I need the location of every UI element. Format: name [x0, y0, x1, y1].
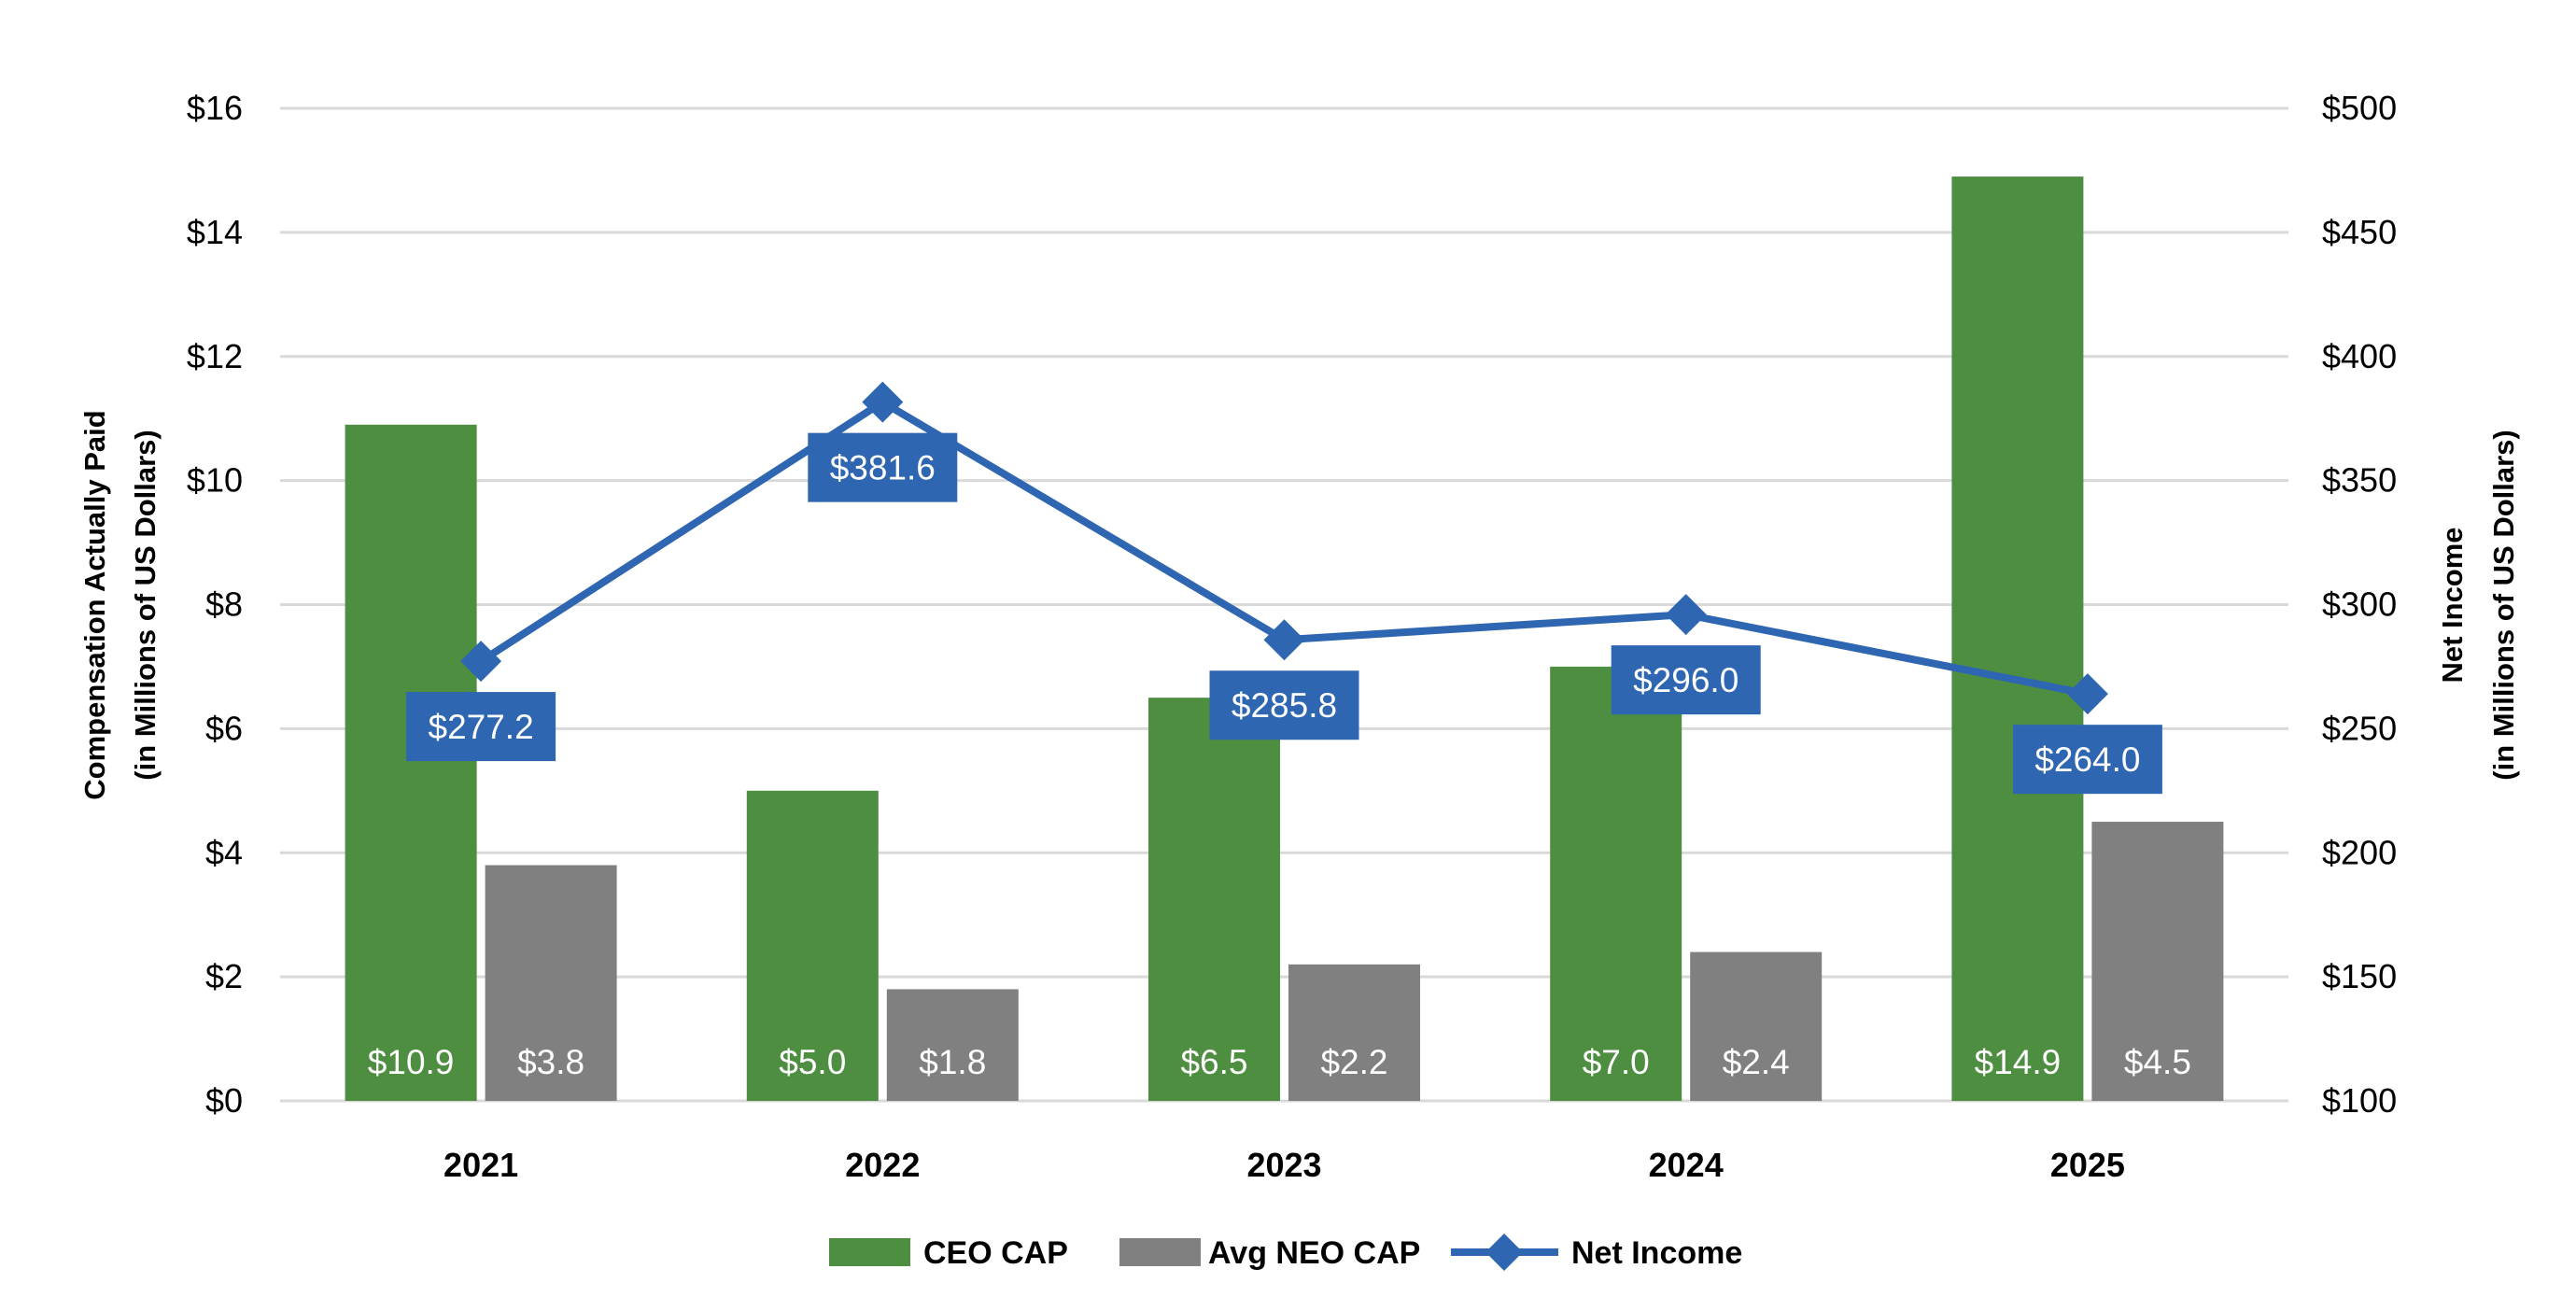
left-axis-title-line1: Compensation Actually Paid [78, 410, 111, 799]
bar-data-label: $6.5 [1180, 1043, 1247, 1081]
bar-ceo-cap [746, 790, 879, 1101]
net-income-marker [1665, 594, 1707, 636]
bar-avg-neo-cap [1690, 952, 1823, 1101]
bar-data-label: $3.8 [517, 1043, 584, 1081]
bar-data-label: $5.0 [779, 1043, 846, 1081]
bar-avg-neo-cap [886, 989, 1019, 1101]
net-income-label-box [2012, 725, 2162, 795]
right-axis-title-line2: (in Millions of US Dollars) [2487, 430, 2520, 780]
bar-avg-neo-cap [2091, 822, 2224, 1101]
legend-label-avg-neo-cap: Avg NEO CAP [1208, 1235, 1420, 1271]
bar-avg-neo-cap [1288, 964, 1420, 1101]
bar-ceo-cap [1550, 666, 1682, 1101]
right-axis-tick-label: $250 [2322, 709, 2397, 747]
net-income-data-label: $381.6 [830, 449, 936, 487]
legend-diamond-icon [1485, 1233, 1523, 1271]
left-axis-tick-label: $16 [187, 89, 243, 127]
left-axis-tick-label: $10 [187, 461, 243, 500]
left-axis-tick-label: $8 [205, 585, 243, 624]
bar-ceo-cap [345, 424, 477, 1101]
left-axis-title-line2: (in Millions of US Dollars) [129, 430, 162, 780]
bar-data-label: $7.0 [1583, 1043, 1650, 1081]
right-axis-tick-label: $200 [2322, 833, 2397, 871]
net-income-marker [1263, 619, 1305, 661]
net-income-marker [460, 641, 502, 683]
legend-swatch-avg-neo-cap [1119, 1238, 1201, 1266]
left-axis-tick-label: $14 [187, 213, 243, 251]
bar-data-label: $2.2 [1320, 1043, 1387, 1081]
right-axis-tick-label: $450 [2322, 213, 2397, 251]
category-label: 2025 [2050, 1146, 2125, 1184]
right-axis-tick-label: $100 [2322, 1081, 2397, 1120]
axes: $0 $100 $2 $150 $4 $200 $6 $250 $8 $300 $10 $350 $12… [78, 89, 2520, 1184]
left-axis-tick-label: $2 [205, 957, 243, 995]
left-axis-tick-label: $0 [205, 1081, 243, 1120]
net-income-label-box [406, 692, 556, 762]
legend: CEO CAP Avg NEO CAP Net Income [829, 1233, 1742, 1271]
bar-data-label: $1.8 [919, 1043, 986, 1081]
bar-data-label: $2.4 [1723, 1043, 1790, 1081]
left-axis-tick-label: $12 [187, 337, 243, 375]
bar-data-label: $14.9 [1975, 1043, 2062, 1081]
bar-data-label: $4.5 [2124, 1043, 2191, 1081]
net-income-label-box [1209, 670, 1359, 740]
net-income-data-label: $277.2 [429, 708, 534, 746]
right-axis-tick-label: $400 [2322, 337, 2397, 375]
right-axis-tick-label: $300 [2322, 585, 2397, 624]
legend-swatch-ceo-cap [829, 1238, 910, 1266]
bar-avg-neo-cap [485, 865, 617, 1101]
legend-label-ceo-cap: CEO CAP [923, 1235, 1068, 1271]
legend-label-net-income: Net Income [1571, 1235, 1742, 1271]
net-income-label-box [1611, 645, 1761, 715]
category-label: 2022 [845, 1146, 920, 1184]
right-axis-tick-label: $350 [2322, 461, 2397, 500]
net-income-data-label: $285.8 [1232, 686, 1337, 725]
category-label: 2023 [1246, 1146, 1321, 1184]
net-income-data-label: $296.0 [1633, 661, 1738, 699]
category-label: 2024 [1649, 1146, 1724, 1184]
left-axis-tick-label: $4 [205, 833, 243, 871]
bar-ceo-cap [1148, 698, 1280, 1101]
bar-ceo-cap [1951, 176, 2084, 1102]
left-axis-tick-label: $6 [205, 709, 243, 747]
bar-data-label: $10.9 [368, 1043, 455, 1081]
right-axis-tick-label: $500 [2322, 89, 2397, 127]
net-income-line: $277.2 $381.6 $285.8 $296.0 $264.0 [406, 381, 2162, 795]
bars: $10.9 $3.8 $5.0 $1.8 $6.5 $2.2 $7.0 $2.4 $14.9 $4… [345, 176, 2224, 1102]
right-axis-tick-label: $150 [2322, 957, 2397, 995]
net-income-marker [862, 381, 904, 423]
category-label: 2021 [443, 1146, 518, 1184]
net-income-data-label: $264.0 [2034, 740, 2140, 779]
net-income-label-box [808, 432, 958, 502]
right-axis-title-line1: Net Income [2436, 527, 2469, 683]
net-income-marker [2066, 673, 2108, 715]
